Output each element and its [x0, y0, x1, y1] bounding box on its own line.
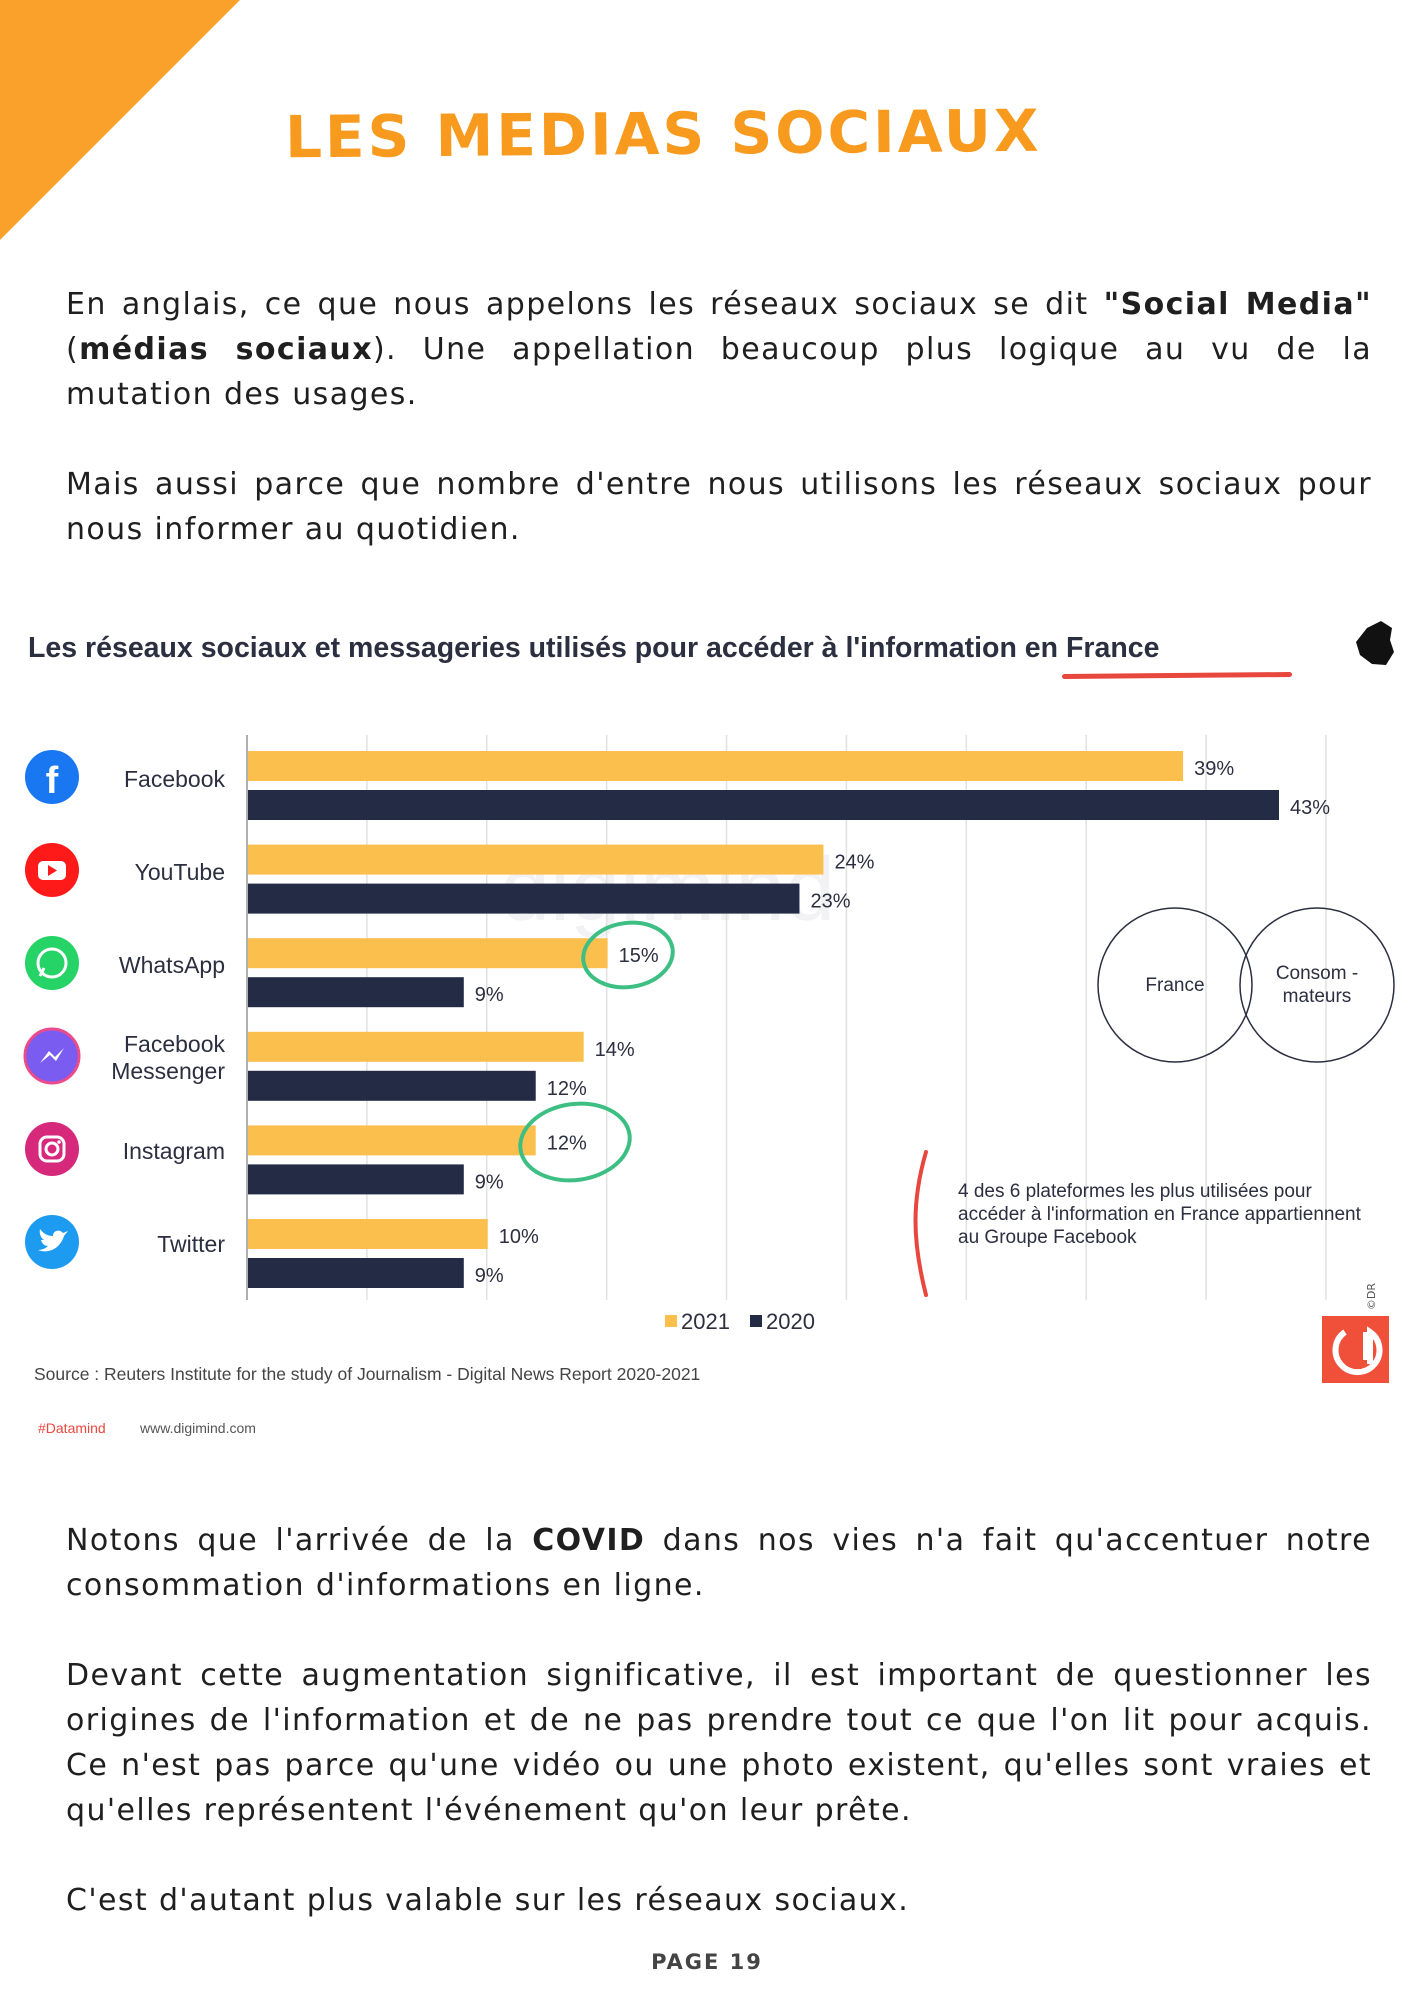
bar-2021 — [248, 1125, 536, 1156]
whatsapp-icon — [25, 936, 79, 990]
bar-2021 — [248, 1219, 488, 1249]
data-label: 9% — [475, 1265, 504, 1287]
bar-2020 — [248, 977, 464, 1008]
text: En anglais, ce que nous appelons les rés… — [66, 287, 1104, 322]
paragraph-origins: Devant cette augmentation significative,… — [66, 1658, 1372, 1828]
messenger-icon — [23, 1027, 81, 1085]
highlight-circle-whatsapp — [581, 920, 675, 990]
data-label: 24% — [834, 852, 874, 874]
bar-2020 — [248, 1258, 464, 1288]
venn-circle-consommateurs — [1239, 907, 1395, 1063]
data-label: 12% — [547, 1132, 587, 1154]
data-label: 43% — [1290, 797, 1330, 819]
category-label: Facebook Messenger — [111, 1031, 225, 1084]
chart-legend: 2021 2020 — [665, 1309, 815, 1334]
bar-2021 — [248, 751, 1184, 781]
youtube-icon — [25, 843, 79, 897]
category-label: Facebook — [123, 766, 225, 792]
category-label: WhatsApp — [118, 952, 225, 978]
bar-2020 — [248, 1164, 464, 1195]
paragraph-conclusion: C'est d'autant plus valable sur les rése… — [66, 1883, 910, 1918]
paragraph-info: Mais aussi parce que nombre d'entre nous… — [66, 467, 1372, 547]
website-link[interactable]: www.digimind.com — [140, 1420, 256, 1436]
category-label: Instagram — [122, 1138, 225, 1164]
bold-text: médias sociaux — [79, 332, 373, 367]
legend-swatch — [750, 1315, 762, 1327]
text: ( — [66, 332, 80, 367]
text: dans nos vies n'a fait qu'accentuer notr… — [66, 1523, 1372, 1603]
data-label: 9% — [475, 1171, 504, 1193]
credit-text: ©DR — [1365, 1282, 1379, 1311]
category-label: YouTube — [134, 859, 225, 885]
bar-2020 — [248, 790, 1279, 820]
paragraph-intro: En anglais, ce que nous appelons les rés… — [66, 282, 1372, 417]
data-label: 14% — [595, 1039, 635, 1061]
data-label: 15% — [619, 945, 659, 967]
bar-2020 — [248, 1070, 536, 1101]
bar-2021 — [248, 1031, 584, 1062]
data-label: 39% — [1194, 758, 1234, 780]
svg-text:f: f — [46, 760, 59, 802]
instagram-icon — [25, 1122, 79, 1176]
legend-label: 2021 — [681, 1309, 730, 1334]
facebook-icon: f — [25, 750, 79, 804]
page-number: PAGE 19 — [651, 1950, 763, 1974]
venn-label-consommateurs: Consom - mateurs — [1275, 963, 1359, 1007]
bar-2020 — [248, 883, 800, 914]
chart-annotation: 4 des 6 plateformes les plus utilisées p… — [958, 1181, 1361, 1248]
twitter-icon — [25, 1215, 79, 1269]
data-label: 10% — [499, 1226, 539, 1248]
venn-circle-france — [1097, 907, 1253, 1063]
highlight-circle-instagram — [518, 1101, 632, 1183]
orange-corner-decoration — [0, 0, 240, 240]
chart-title: Les réseaux sociaux et messageries utili… — [28, 632, 1160, 664]
bar-2021 — [248, 844, 824, 875]
category-label: Twitter — [157, 1231, 225, 1257]
bold-text: COVID — [532, 1523, 646, 1558]
legend-label: 2020 — [766, 1309, 815, 1334]
digimind-logo — [1322, 1316, 1389, 1383]
bar-2021 — [248, 938, 608, 969]
paragraph-covid: Notons que l'arrivée de la COVID dans no… — [66, 1518, 1372, 1608]
text: ). Une appellation beaucoup plus logique… — [66, 332, 1373, 412]
grid-lines — [246, 735, 1327, 1300]
france-map-icon — [1356, 621, 1394, 665]
hashtag: #Datamind — [38, 1420, 106, 1436]
data-label: 9% — [475, 984, 504, 1006]
chart-source: Source : Reuters Institute for the study… — [34, 1364, 701, 1384]
data-label: 12% — [547, 1078, 587, 1100]
legend-swatch — [665, 1315, 677, 1327]
venn-label-france: France — [1145, 975, 1205, 996]
data-label: 23% — [810, 891, 850, 913]
text: Notons que l'arrivée de la — [66, 1523, 533, 1558]
annotation-stroke — [913, 1150, 928, 1297]
bold-text: "Social Media" — [1103, 287, 1372, 322]
